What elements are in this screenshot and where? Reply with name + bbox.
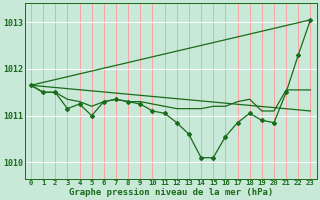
X-axis label: Graphe pression niveau de la mer (hPa): Graphe pression niveau de la mer (hPa) [68, 188, 273, 197]
